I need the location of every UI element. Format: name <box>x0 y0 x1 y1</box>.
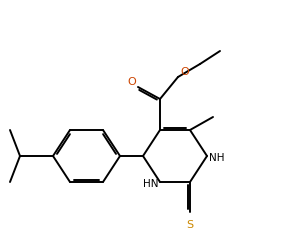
Text: O: O <box>127 77 136 87</box>
Text: O: O <box>180 67 189 77</box>
Text: NH: NH <box>209 152 224 162</box>
Text: HN: HN <box>143 178 158 188</box>
Text: S: S <box>186 219 194 229</box>
